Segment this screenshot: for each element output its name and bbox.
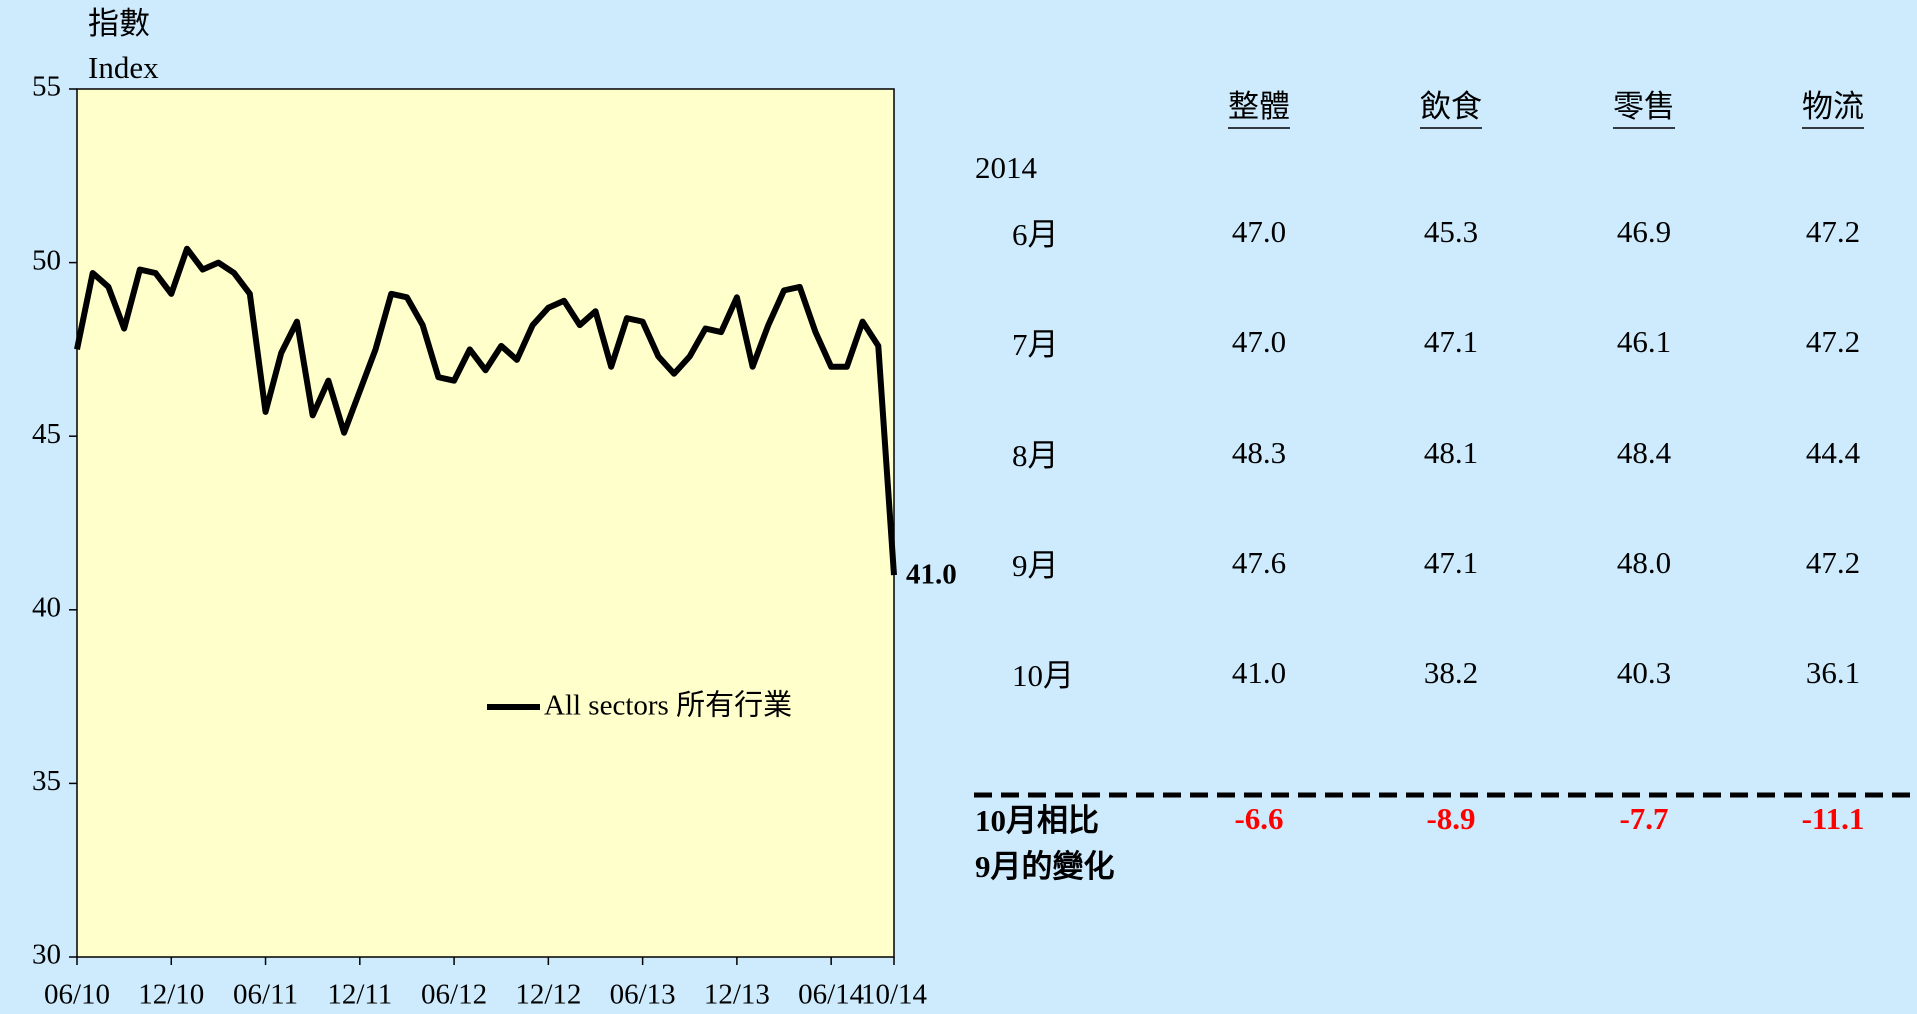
y-tick-label: 35 <box>32 765 61 797</box>
x-tick-label: 06/10 <box>44 979 110 1011</box>
column-header: 飲食 <box>1420 89 1482 124</box>
data-label: 41.0 <box>906 559 957 591</box>
cell: 40.3 <box>1617 655 1671 690</box>
y-axis-label: Index <box>88 50 159 85</box>
plot-area <box>76 88 895 958</box>
cell: 46.1 <box>1617 324 1671 359</box>
x-tick-label: 12/12 <box>515 979 581 1011</box>
legend-label: All sectors 所有行業 <box>544 689 792 722</box>
column-header: 整體 <box>1228 89 1290 124</box>
cell: 46.9 <box>1617 214 1671 249</box>
x-tick-label: 12/11 <box>327 979 392 1011</box>
row-label: 10月 <box>1012 658 1074 693</box>
x-tick-label: 12/10 <box>138 979 204 1011</box>
cell: 47.6 <box>1232 545 1286 580</box>
cell: 47.2 <box>1806 214 1860 249</box>
cell: 48.4 <box>1617 435 1672 470</box>
row-label: 8月 <box>1012 438 1059 473</box>
column-header: 物流 <box>1802 89 1864 124</box>
cell: 47.2 <box>1806 545 1860 580</box>
cell: 48.3 <box>1232 435 1286 470</box>
series-line <box>74 245 897 576</box>
column-header: 零售 <box>1613 89 1675 124</box>
cell: 45.3 <box>1424 214 1478 249</box>
x-tick-label: 06/14 <box>798 979 865 1011</box>
x-tick-label: 06/11 <box>233 979 298 1011</box>
y-tick-label: 45 <box>32 418 61 450</box>
y-tick-label: 40 <box>32 591 61 623</box>
change-label: 9月的變化 <box>975 849 1115 884</box>
x-tick-label: 10/14 <box>861 979 928 1011</box>
row-label: 6月 <box>1012 217 1059 252</box>
cell: 41.0 <box>1232 655 1286 690</box>
cell: 36.1 <box>1806 655 1860 690</box>
y-axis-label: 指數 <box>88 6 150 41</box>
row-label: 7月 <box>1012 327 1059 362</box>
cell: 47.1 <box>1424 545 1478 580</box>
y-tick-label: 50 <box>32 244 61 276</box>
cell: 38.2 <box>1424 655 1478 690</box>
cell: 47.0 <box>1232 214 1286 249</box>
x-tick-label: 06/12 <box>421 979 487 1011</box>
cell: 44.4 <box>1806 435 1861 470</box>
cell: 47.2 <box>1806 324 1860 359</box>
x-tick-label: 12/13 <box>704 979 770 1011</box>
change-value: -7.7 <box>1619 801 1668 836</box>
change-value: -6.6 <box>1234 801 1283 836</box>
row-label: 9月 <box>1012 548 1059 583</box>
change-label: 10月相比 <box>975 803 1099 838</box>
cell: 48.0 <box>1617 545 1671 580</box>
cell: 48.1 <box>1424 435 1478 470</box>
cell: 47.1 <box>1424 324 1478 359</box>
cell: 47.0 <box>1232 324 1286 359</box>
year-label: 2014 <box>975 150 1038 185</box>
y-tick-label: 55 <box>32 71 61 103</box>
change-value: -11.1 <box>1802 801 1865 836</box>
change-value: -8.9 <box>1426 801 1475 836</box>
x-tick-label: 06/13 <box>610 979 676 1011</box>
y-tick-label: 30 <box>32 939 61 971</box>
